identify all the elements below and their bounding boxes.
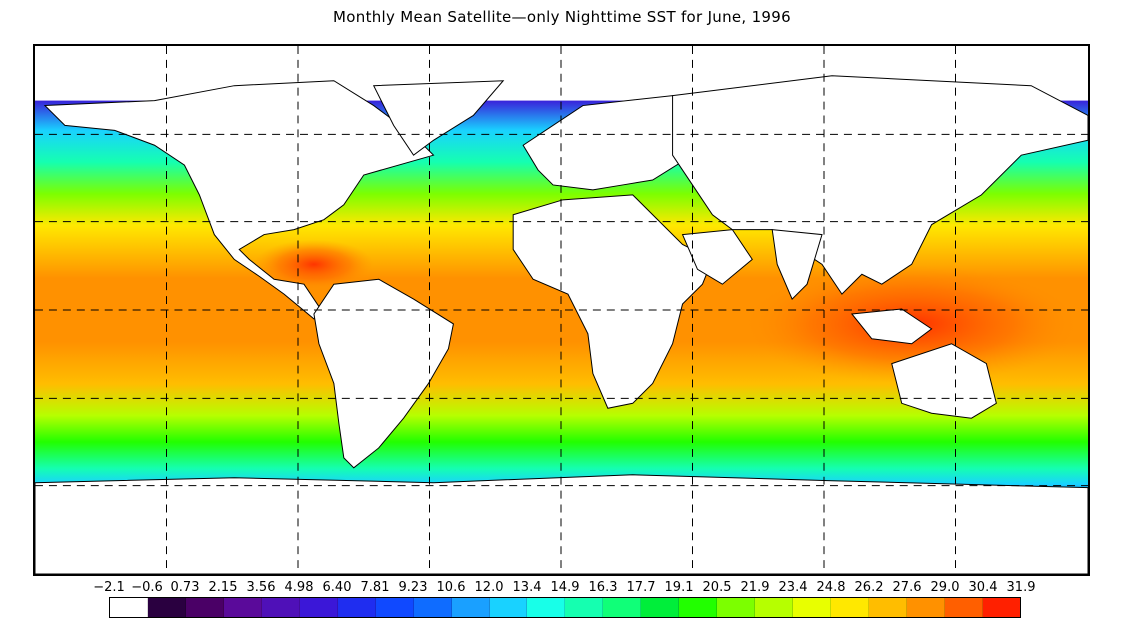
legend-tick-label: 20.5 xyxy=(702,580,732,595)
legend-swatch xyxy=(679,598,718,617)
legend-tick-label: 29.0 xyxy=(930,580,960,595)
map-title: Monthly Mean Satellite—only Nighttime SS… xyxy=(333,8,791,26)
legend-swatch xyxy=(413,598,452,617)
legend-tick-label: 4.98 xyxy=(284,580,314,595)
legend-swatch xyxy=(641,598,680,617)
south-america xyxy=(313,278,454,469)
legend-tick-label: 31.9 xyxy=(1006,580,1036,595)
legend-swatch xyxy=(147,598,186,617)
legend-tick-label: 6.40 xyxy=(322,580,352,595)
legend-tick-label: 0.73 xyxy=(170,580,200,595)
legend-swatch xyxy=(261,598,300,617)
legend-tick-label: 7.81 xyxy=(360,580,390,595)
legend-tick-labels: −2.1 −0.6 0.73 2.15 3.56 4.98 6.40 7.81 9.23 10.6… xyxy=(92,580,1052,596)
legend-tick-label: 30.4 xyxy=(968,580,998,595)
legend-tick-label: 21.9 xyxy=(740,580,770,595)
legend-tick-label: 24.8 xyxy=(816,580,846,595)
legend-tick-label: 26.2 xyxy=(854,580,884,595)
legend-swatch xyxy=(831,598,870,617)
legend-swatch xyxy=(185,598,224,617)
asia xyxy=(672,75,1088,295)
landmasses xyxy=(35,75,1088,574)
legend-swatch xyxy=(110,598,148,617)
europe xyxy=(522,95,714,191)
legend-tick-label: −0.6 xyxy=(131,580,163,595)
legend-swatch xyxy=(565,598,604,617)
legend-tick-label: 10.6 xyxy=(436,580,466,595)
legend-swatch xyxy=(451,598,490,617)
legend-swatch xyxy=(869,598,908,617)
legend-tick-label: 3.56 xyxy=(246,580,276,595)
color-scale-legend xyxy=(109,597,1021,618)
legend-tick-label: 17.7 xyxy=(626,580,656,595)
legend-tick-label: 2.15 xyxy=(208,580,238,595)
greenland xyxy=(372,80,505,156)
legend-swatch xyxy=(375,598,414,617)
legend-tick-label: 27.6 xyxy=(892,580,922,595)
sst-map-canvas xyxy=(35,46,1088,574)
graticule xyxy=(35,46,1088,574)
legend-tick-label: 19.1 xyxy=(664,580,694,595)
legend-swatch xyxy=(223,598,262,617)
legend-tick-label: 23.4 xyxy=(778,580,808,595)
legend-swatch xyxy=(907,598,945,617)
legend-swatch xyxy=(755,598,794,617)
india xyxy=(771,229,823,300)
legend-swatch xyxy=(717,598,756,617)
legend-tick-label: −2.1 xyxy=(93,580,125,595)
legend-swatch xyxy=(337,598,376,617)
australia xyxy=(891,343,997,419)
sst-world-map xyxy=(33,44,1090,576)
legend-tick-label: 9.23 xyxy=(398,580,428,595)
legend-swatch xyxy=(603,598,642,617)
legend-swatch xyxy=(299,598,338,617)
legend-tick-label: 13.4 xyxy=(512,580,542,595)
legend-tick-label: 14.9 xyxy=(550,580,580,595)
legend-swatch xyxy=(489,598,528,617)
legend-tick-label: 12.0 xyxy=(474,580,504,595)
caribbean-warm-water xyxy=(254,239,374,290)
africa xyxy=(512,194,714,409)
legend-swatch xyxy=(527,598,566,617)
legend-tick-label: 16.3 xyxy=(588,580,618,595)
legend-swatch xyxy=(982,598,1020,617)
legend-swatch xyxy=(944,598,983,617)
legend-swatch xyxy=(793,598,832,617)
arabia xyxy=(681,229,753,285)
